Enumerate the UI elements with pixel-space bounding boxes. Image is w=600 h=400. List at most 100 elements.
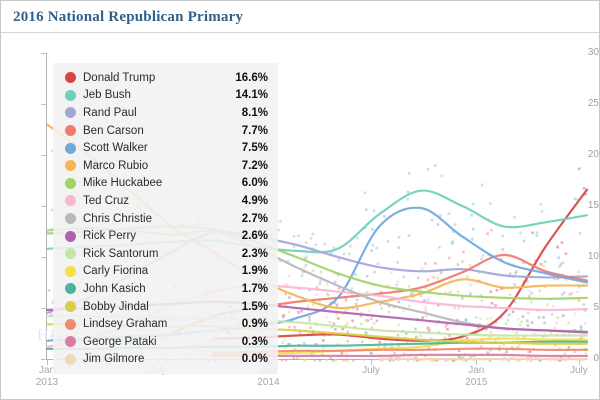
legend-item[interactable]: Donald Trump 16.6% <box>53 69 278 87</box>
scatter-point <box>580 336 583 339</box>
scatter-point <box>336 273 340 277</box>
scatter-point <box>526 279 529 283</box>
scatter-point <box>553 277 556 281</box>
scatter-point <box>551 305 555 308</box>
legend-item-value: 0.3% <box>241 335 268 348</box>
scatter-point <box>311 331 314 335</box>
scatter-point <box>501 234 505 238</box>
legend-item[interactable]: Mike Huckabee 6.0% <box>53 175 278 193</box>
legend-item-label: Carly Fiorina <box>83 265 149 278</box>
legend-item[interactable]: Lindsey Graham 0.9% <box>53 315 278 333</box>
scatter-point <box>462 359 466 362</box>
scatter-point <box>318 299 322 303</box>
scatter-point <box>567 355 571 359</box>
scatter-point <box>370 326 374 330</box>
scatter-point <box>378 340 381 344</box>
legend-item-value: 0.9% <box>241 318 268 331</box>
x-axis-line <box>46 359 587 360</box>
scatter-point <box>50 313 53 317</box>
scatter-point <box>466 275 469 278</box>
legend-item-label: Lindsey Graham <box>83 318 168 331</box>
scatter-point <box>282 338 286 342</box>
scatter-point <box>376 262 380 265</box>
scatter-point <box>424 314 428 318</box>
scatter-point <box>421 316 424 320</box>
scatter-point <box>424 286 427 290</box>
scatter-point <box>584 351 587 355</box>
legend-item[interactable]: Marco Rubio 7.2% <box>53 157 278 175</box>
scatter-point <box>426 278 430 282</box>
scatter-point <box>471 359 475 362</box>
scatter-point <box>313 359 317 362</box>
scatter-point <box>543 332 546 336</box>
scatter-point <box>457 307 460 310</box>
scatter-point <box>488 359 492 362</box>
scatter-point <box>50 149 54 153</box>
legend-item[interactable]: Jim Gilmore 0.0% <box>53 351 278 369</box>
scatter-point <box>577 270 580 274</box>
scatter-point <box>479 317 482 320</box>
legend-item[interactable]: Jeb Bush 14.1% <box>53 87 278 105</box>
legend-swatch-icon <box>65 213 76 225</box>
scatter-point <box>293 348 297 351</box>
scatter-point <box>500 316 503 320</box>
legend-item[interactable]: George Pataki 0.3% <box>53 333 278 351</box>
scatter-point <box>495 321 498 324</box>
scatter-point <box>407 284 411 288</box>
scatter-point <box>475 316 478 319</box>
legend-item[interactable]: Rand Paul 8.1% <box>53 104 278 122</box>
x-tick-year-label: 2014 <box>257 377 280 388</box>
scatter-point <box>582 303 585 306</box>
legend-swatch-icon <box>65 107 76 119</box>
scatter-point <box>364 226 367 230</box>
scatter-point <box>375 319 379 323</box>
scatter-point <box>504 359 507 362</box>
legend-item[interactable]: Rick Santorum 2.3% <box>53 245 278 263</box>
scatter-point <box>508 313 511 316</box>
scatter-point <box>430 359 433 362</box>
scatter-point <box>350 287 354 290</box>
scatter-point <box>415 355 418 359</box>
legend-item[interactable]: Rick Perry 2.6% <box>53 227 278 245</box>
scatter-point <box>416 359 419 362</box>
legend-item[interactable]: Bobby Jindal 1.5% <box>53 298 278 316</box>
legend-item-value: 16.6% <box>235 71 268 84</box>
legend-item-value: 14.1% <box>235 89 268 102</box>
scatter-point <box>436 276 440 280</box>
scatter-point <box>560 293 564 296</box>
legend-item[interactable]: Carly Fiorina 1.9% <box>53 263 278 281</box>
scatter-point <box>488 359 492 362</box>
scatter-point <box>500 257 503 261</box>
scatter-point <box>366 291 369 294</box>
scatter-point <box>488 335 492 338</box>
scatter-point <box>444 325 447 328</box>
scatter-point <box>332 322 336 326</box>
y-tick-label: 10 <box>587 251 599 262</box>
legend-item-value: 7.2% <box>241 159 268 172</box>
scatter-point <box>453 306 456 310</box>
legend-item[interactable]: Ted Cruz 4.9% <box>53 192 278 210</box>
scatter-point <box>337 317 340 320</box>
scatter-point <box>283 313 286 317</box>
scatter-point <box>284 359 288 362</box>
legend-item-value: 4.9% <box>241 194 268 207</box>
legend-item[interactable]: Ben Carson 7.7% <box>53 122 278 140</box>
scatter-point <box>306 304 310 308</box>
scatter-point <box>297 311 300 314</box>
scatter-point <box>528 350 532 354</box>
legend-item-label: Ben Carson <box>83 124 144 137</box>
scatter-point <box>372 209 376 212</box>
scatter-point <box>489 331 493 334</box>
legend-item[interactable]: John Kasich 1.7% <box>53 280 278 298</box>
scatter-point <box>578 232 582 235</box>
scatter-point <box>528 294 531 297</box>
scatter-point <box>419 359 423 362</box>
legend-item-label: Donald Trump <box>83 71 156 84</box>
scatter-point <box>402 309 405 312</box>
scatter-point <box>335 304 339 307</box>
legend-item[interactable]: Chris Christie 2.7% <box>53 210 278 228</box>
legend-item[interactable]: Scott Walker 7.5% <box>53 139 278 157</box>
legend-item-value: 2.6% <box>241 230 268 243</box>
scatter-point <box>502 343 506 347</box>
